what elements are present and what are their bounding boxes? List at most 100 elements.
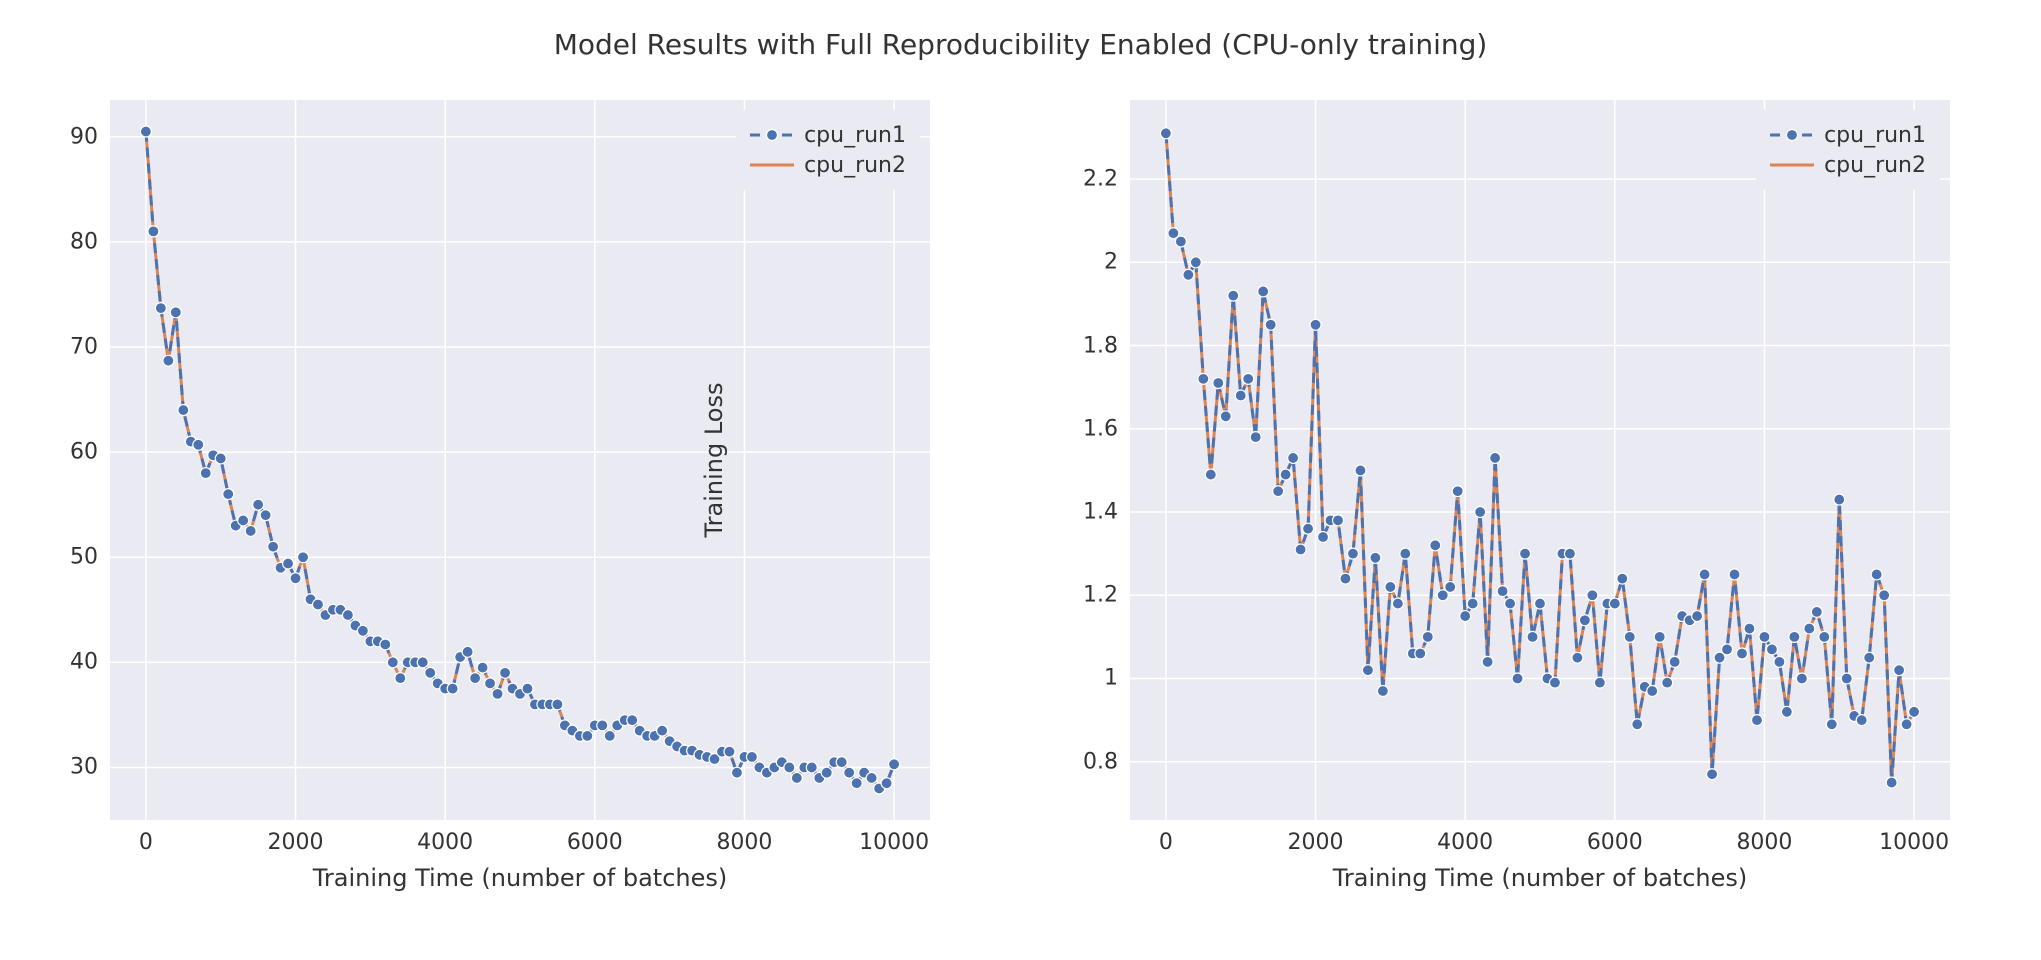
series-marker-cpu_run1 <box>1400 548 1411 559</box>
series-marker-cpu_run1 <box>1415 648 1426 659</box>
series-marker-cpu_run1 <box>1332 515 1343 526</box>
x-tick-label: 8000 <box>716 830 772 855</box>
series-marker-cpu_run1 <box>1654 631 1665 642</box>
figure-suptitle: Model Results with Full Reproducibility … <box>0 28 2041 61</box>
series-marker-cpu_run1 <box>1385 581 1396 592</box>
series-marker-cpu_run1 <box>552 699 563 710</box>
series-marker-cpu_run1 <box>238 515 249 526</box>
series-marker-cpu_run1 <box>1624 631 1635 642</box>
series-marker-cpu_run1 <box>1362 665 1373 676</box>
x-tick-label: 6000 <box>1587 830 1643 855</box>
series-marker-cpu_run1 <box>522 683 533 694</box>
series-marker-cpu_run1 <box>1303 523 1314 534</box>
series-marker-cpu_run1 <box>155 303 166 314</box>
series-marker-cpu_run1 <box>1482 656 1493 667</box>
series-marker-cpu_run1 <box>1505 598 1516 609</box>
x-tick-label: 2000 <box>268 830 324 855</box>
y-tick-label: 1.8 <box>1083 333 1118 358</box>
series-marker-cpu_run1 <box>1430 540 1441 551</box>
y-tick-label: 0.8 <box>1083 749 1118 774</box>
series-marker-cpu_run1 <box>1497 586 1508 597</box>
y-tick-label: 1.6 <box>1083 416 1118 441</box>
series-marker-cpu_run1 <box>170 307 181 318</box>
series-marker-cpu_run1 <box>1190 257 1201 268</box>
series-marker-cpu_run1 <box>1250 432 1261 443</box>
series-marker-cpu_run1 <box>1370 552 1381 563</box>
series-marker-cpu_run1 <box>1273 486 1284 497</box>
series-marker-cpu_run1 <box>1205 469 1216 480</box>
panel-right: cpu_run1cpu_run2 02000400060008000100000… <box>1130 100 1950 820</box>
series-marker-cpu_run1 <box>604 730 615 741</box>
series-marker-cpu_run1 <box>1692 611 1703 622</box>
series-marker-cpu_run1 <box>1347 548 1358 559</box>
series-marker-cpu_run1 <box>1475 507 1486 518</box>
series-marker-cpu_run1 <box>1609 598 1620 609</box>
series-marker-cpu_run1 <box>1355 465 1366 476</box>
series-marker-cpu_run1 <box>1737 648 1748 659</box>
series-marker-cpu_run1 <box>1235 390 1246 401</box>
series-marker-cpu_run1 <box>485 678 496 689</box>
series-marker-cpu_run1 <box>1183 269 1194 280</box>
series-marker-cpu_run1 <box>395 673 406 684</box>
series-marker-cpu_run1 <box>1707 769 1718 780</box>
y-tick-label: 2.2 <box>1083 167 1118 192</box>
series-marker-cpu_run1 <box>1662 677 1673 688</box>
series-marker-cpu_run1 <box>1445 581 1456 592</box>
series-marker-cpu_run1 <box>627 715 638 726</box>
legend-swatch <box>1770 126 1814 144</box>
series-marker-cpu_run1 <box>1632 719 1643 730</box>
series-marker-cpu_run1 <box>253 499 264 510</box>
series-marker-cpu_run1 <box>1265 319 1276 330</box>
series-marker-cpu_run1 <box>193 439 204 450</box>
series-marker-cpu_run1 <box>1527 631 1538 642</box>
series-marker-cpu_run1 <box>380 639 391 650</box>
series-marker-cpu_run1 <box>1280 469 1291 480</box>
y-tick-label: 80 <box>70 229 98 254</box>
legend-item: cpu_run1 <box>1770 120 1926 150</box>
series-marker-cpu_run1 <box>1722 644 1733 655</box>
y-tick-label: 40 <box>70 650 98 675</box>
x-tick-label: 10000 <box>859 830 929 855</box>
y-tick-label: 1 <box>1104 666 1118 691</box>
legend: cpu_run1cpu_run2 <box>736 110 920 190</box>
series-marker-cpu_run1 <box>657 725 668 736</box>
series-marker-cpu_run1 <box>1310 319 1321 330</box>
series-marker-cpu_run1 <box>268 541 279 552</box>
series-marker-cpu_run1 <box>582 730 593 741</box>
y-tick-label: 30 <box>70 755 98 780</box>
x-tick-label: 6000 <box>567 830 623 855</box>
series-marker-cpu_run1 <box>1213 378 1224 389</box>
series-marker-cpu_run1 <box>312 599 323 610</box>
x-tick-label: 0 <box>1159 830 1173 855</box>
series-marker-cpu_run1 <box>1452 486 1463 497</box>
y-tick-label: 1.4 <box>1083 500 1118 525</box>
series-marker-cpu_run1 <box>1512 673 1523 684</box>
series-marker-cpu_run1 <box>492 688 503 699</box>
series-marker-cpu_run1 <box>1258 286 1269 297</box>
series-marker-cpu_run1 <box>1647 685 1658 696</box>
y-tick-label: 2 <box>1104 250 1118 275</box>
series-marker-cpu_run1 <box>140 126 151 137</box>
series-marker-cpu_run1 <box>1669 656 1680 667</box>
y-axis-label: Training Loss <box>700 100 728 820</box>
x-axis-label: Training Time (number of batches) <box>110 864 930 892</box>
series-marker-cpu_run1 <box>417 657 428 668</box>
y-tick-label: 1.2 <box>1083 583 1118 608</box>
series-marker-cpu_run1 <box>1243 373 1254 384</box>
series-marker-cpu_run1 <box>1288 452 1299 463</box>
plot-area-training-loss: cpu_run1cpu_run2 02000400060008000100000… <box>1130 100 1950 820</box>
x-axis-label: Training Time (number of batches) <box>1130 864 1950 892</box>
x-tick-label: 10000 <box>1879 830 1949 855</box>
series-marker-cpu_run1 <box>447 683 458 694</box>
series-marker-cpu_run1 <box>1617 573 1628 584</box>
legend-swatch <box>750 156 794 174</box>
series-marker-cpu_run1 <box>1699 569 1710 580</box>
series-marker-cpu_run1 <box>1422 631 1433 642</box>
series-marker-cpu_run1 <box>1535 598 1546 609</box>
series-marker-cpu_run1 <box>1220 411 1231 422</box>
series-marker-cpu_run1 <box>200 468 211 479</box>
series-marker-cpu_run1 <box>1572 652 1583 663</box>
plot-area-classification-error: cpu_run1cpu_run2 02000400060008000100003… <box>110 100 930 820</box>
series-marker-cpu_run1 <box>1467 598 1478 609</box>
series-marker-cpu_run1 <box>1340 573 1351 584</box>
